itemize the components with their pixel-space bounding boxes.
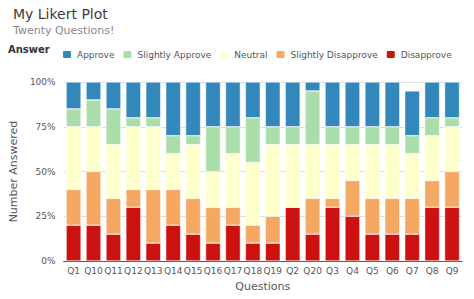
svg-text:Q20: Q20 <box>303 266 322 276</box>
svg-text:My Likert Plot: My Likert Plot <box>13 6 108 22</box>
svg-text:0%: 0% <box>41 256 56 266</box>
svg-text:Q1: Q1 <box>67 266 80 276</box>
svg-text:Slightly Approve: Slightly Approve <box>137 50 211 60</box>
svg-text:100%: 100% <box>30 77 56 87</box>
svg-text:Q17: Q17 <box>224 266 243 276</box>
svg-text:Disapprove: Disapprove <box>401 50 452 60</box>
svg-text:Q9: Q9 <box>446 266 459 276</box>
svg-text:Q19: Q19 <box>264 266 283 276</box>
svg-text:75%: 75% <box>36 122 56 132</box>
svg-text:Q8: Q8 <box>426 266 439 276</box>
svg-text:Q5: Q5 <box>366 266 379 276</box>
svg-text:Approve: Approve <box>77 50 115 60</box>
svg-text:Q11: Q11 <box>104 266 123 276</box>
svg-text:Q13: Q13 <box>144 266 163 276</box>
svg-text:Slightly Disapprove: Slightly Disapprove <box>290 50 378 60</box>
svg-text:Q15: Q15 <box>184 266 203 276</box>
svg-text:50%: 50% <box>36 167 56 177</box>
svg-text:Q7: Q7 <box>406 266 419 276</box>
svg-text:Q4: Q4 <box>346 266 359 276</box>
svg-text:Q2: Q2 <box>286 266 299 276</box>
svg-text:Q16: Q16 <box>204 266 223 276</box>
svg-text:Q6: Q6 <box>386 266 399 276</box>
svg-text:25%: 25% <box>36 211 56 221</box>
svg-text:Q3: Q3 <box>326 266 339 276</box>
svg-text:Q12: Q12 <box>124 266 143 276</box>
svg-text:Answer: Answer <box>8 44 50 55</box>
svg-text:Q18: Q18 <box>244 266 263 276</box>
svg-text:Questions: Questions <box>235 280 290 293</box>
svg-text:Neutral: Neutral <box>234 50 267 60</box>
svg-text:Number Answered: Number Answered <box>7 121 20 223</box>
svg-text:Twenty Questions!: Twenty Questions! <box>12 24 114 37</box>
svg-text:Q10: Q10 <box>84 266 103 276</box>
svg-text:Q14: Q14 <box>164 266 183 276</box>
